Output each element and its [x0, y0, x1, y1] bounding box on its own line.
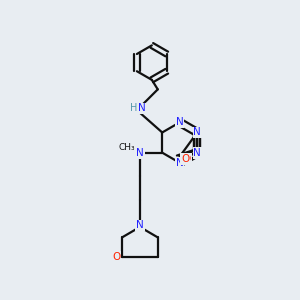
Text: O: O [183, 154, 191, 164]
Text: N: N [194, 148, 201, 158]
Text: N: N [136, 148, 144, 158]
Text: N: N [194, 128, 201, 137]
Text: N: N [136, 220, 144, 230]
Text: N: N [176, 117, 184, 128]
Text: CH₃: CH₃ [118, 143, 135, 152]
Text: N: N [194, 148, 201, 158]
Text: O: O [181, 154, 190, 164]
Text: N: N [176, 158, 184, 168]
Text: O: O [112, 252, 120, 262]
Text: N: N [138, 103, 146, 113]
Text: H: H [130, 103, 138, 113]
